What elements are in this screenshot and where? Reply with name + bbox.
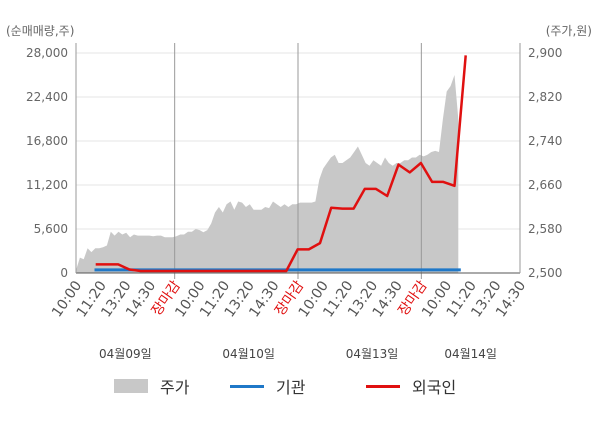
right-tick-label: 2,820 <box>528 90 562 104</box>
foreign-line <box>95 55 467 273</box>
legend-swatch-line-icon <box>230 384 264 388</box>
left-tick-label: 0 <box>60 266 68 280</box>
legend-item-price: 주가 <box>114 374 189 398</box>
left-axis-unit: (순매매량,주) <box>6 24 75 38</box>
legend-swatch-line-icon <box>366 384 400 388</box>
legend-swatch-area-icon <box>114 379 148 393</box>
legend-label-foreign: 외국인 <box>412 378 457 397</box>
left-tick-label: 16,800 <box>26 134 68 148</box>
day-label: 04월09일 <box>99 347 152 361</box>
right-tick-label: 2,660 <box>528 178 562 192</box>
left-tick-label: 11,200 <box>26 178 68 192</box>
left-tick-label: 22,400 <box>26 90 68 104</box>
right-axis-unit: (주가,원) <box>545 24 592 38</box>
legend-label-institution: 기관 <box>276 378 306 397</box>
right-tick-label: 2,900 <box>528 46 562 60</box>
legend: 주가 기관 외국인 <box>0 374 600 398</box>
right-tick-label: 2,740 <box>528 134 562 148</box>
right-tick-label: 2,580 <box>528 222 562 236</box>
legend-item-foreign: 외국인 <box>366 374 456 398</box>
left-tick-label: 28,000 <box>26 46 68 60</box>
legend-label-price: 주가 <box>160 378 190 397</box>
price-area <box>76 75 459 273</box>
legend-item-institution: 기관 <box>230 374 305 398</box>
right-tick-label: 2,500 <box>528 266 562 280</box>
day-label: 04월10일 <box>222 347 275 361</box>
day-label: 04월14일 <box>444 347 497 361</box>
left-tick-label: 5,600 <box>34 222 68 236</box>
day-label: 04월13일 <box>346 347 399 361</box>
